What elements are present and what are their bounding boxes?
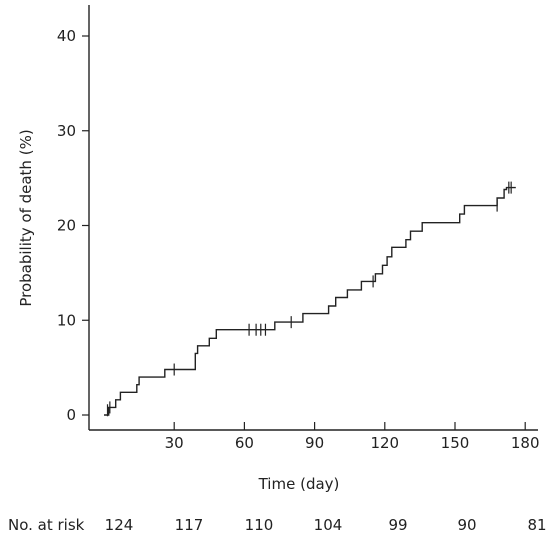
x-tick-label: 90 xyxy=(305,434,324,452)
y-tick-label: 0 xyxy=(66,406,76,424)
y-axis-title: Probability of death (%) xyxy=(17,129,35,306)
y-tick-label: 10 xyxy=(57,311,76,329)
censor-marks xyxy=(106,181,512,417)
risk-table-label: No. at risk xyxy=(8,516,85,534)
risk-count: 81 xyxy=(527,516,546,534)
survival-curve xyxy=(104,186,516,416)
risk-count: 104 xyxy=(314,516,343,534)
risk-count: 90 xyxy=(457,516,476,534)
risk-count: 110 xyxy=(245,516,274,534)
x-axis-title: Time (day) xyxy=(258,475,340,493)
x-tick-label: 150 xyxy=(441,434,470,452)
x-tick-label: 120 xyxy=(370,434,399,452)
y-tick-label: 30 xyxy=(57,122,76,140)
km-step-line xyxy=(104,186,516,416)
risk-count: 117 xyxy=(175,516,204,534)
x-tick-label: 60 xyxy=(235,434,254,452)
risk-count: 99 xyxy=(388,516,407,534)
x-tick-label: 180 xyxy=(511,434,540,452)
x-tick-label: 30 xyxy=(165,434,184,452)
risk-table: 124 117 110 104 99 90 81 xyxy=(105,516,547,534)
y-tick-label: 20 xyxy=(57,217,76,235)
axes: 0 10 20 30 40 30 60 90 120 150 180 xyxy=(57,5,540,452)
y-tick-label: 40 xyxy=(57,27,76,45)
risk-count: 124 xyxy=(105,516,134,534)
